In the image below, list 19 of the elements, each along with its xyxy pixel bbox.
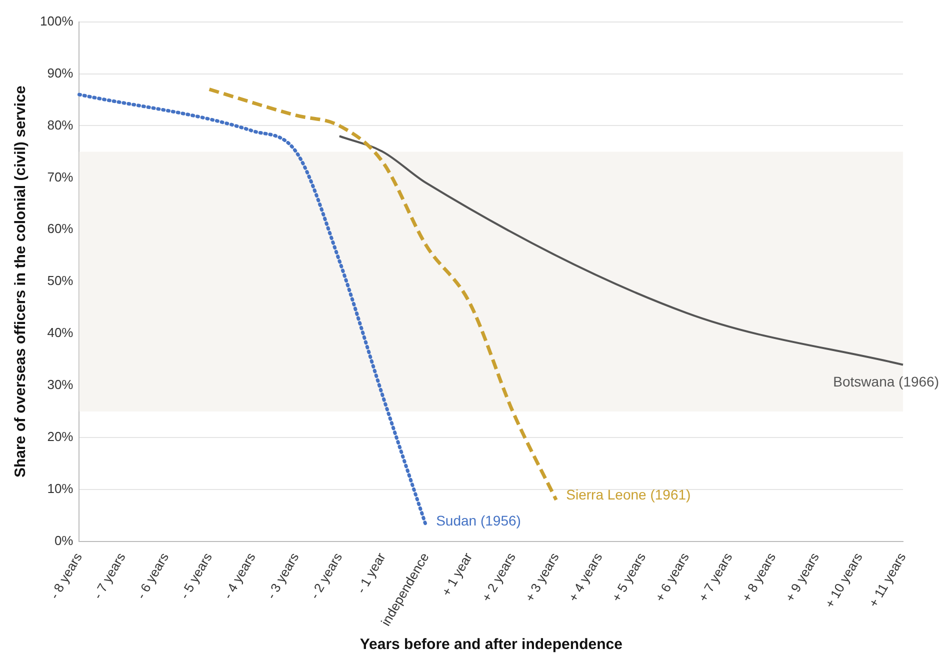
series-label: Sudan (1956) <box>436 512 521 529</box>
y-tick-label: 0% <box>54 533 74 548</box>
y-tick-label: 10% <box>47 481 74 496</box>
y-tick-label: 50% <box>47 273 74 288</box>
y-tick-label: 60% <box>47 221 74 236</box>
line-series <box>208 88 558 502</box>
x-axis-title: Years before and after independence <box>360 636 622 654</box>
y-tick-label: 70% <box>47 169 74 184</box>
line-series <box>78 92 428 528</box>
y-tick-label: 100% <box>40 13 74 28</box>
y-tick-label: 40% <box>47 325 74 340</box>
series-label: Botswana (1966) <box>833 374 939 390</box>
series-label: Sierra Leone (1961) <box>566 486 691 503</box>
y-tick-label: 30% <box>47 377 74 392</box>
line-series <box>338 135 904 366</box>
y-tick-label: 20% <box>47 429 74 444</box>
y-tick-label: 90% <box>47 65 74 80</box>
y-tick-label: 80% <box>47 117 74 132</box>
y-axis-title: Share of overseas officers in the colonial (civil) service <box>12 86 30 478</box>
